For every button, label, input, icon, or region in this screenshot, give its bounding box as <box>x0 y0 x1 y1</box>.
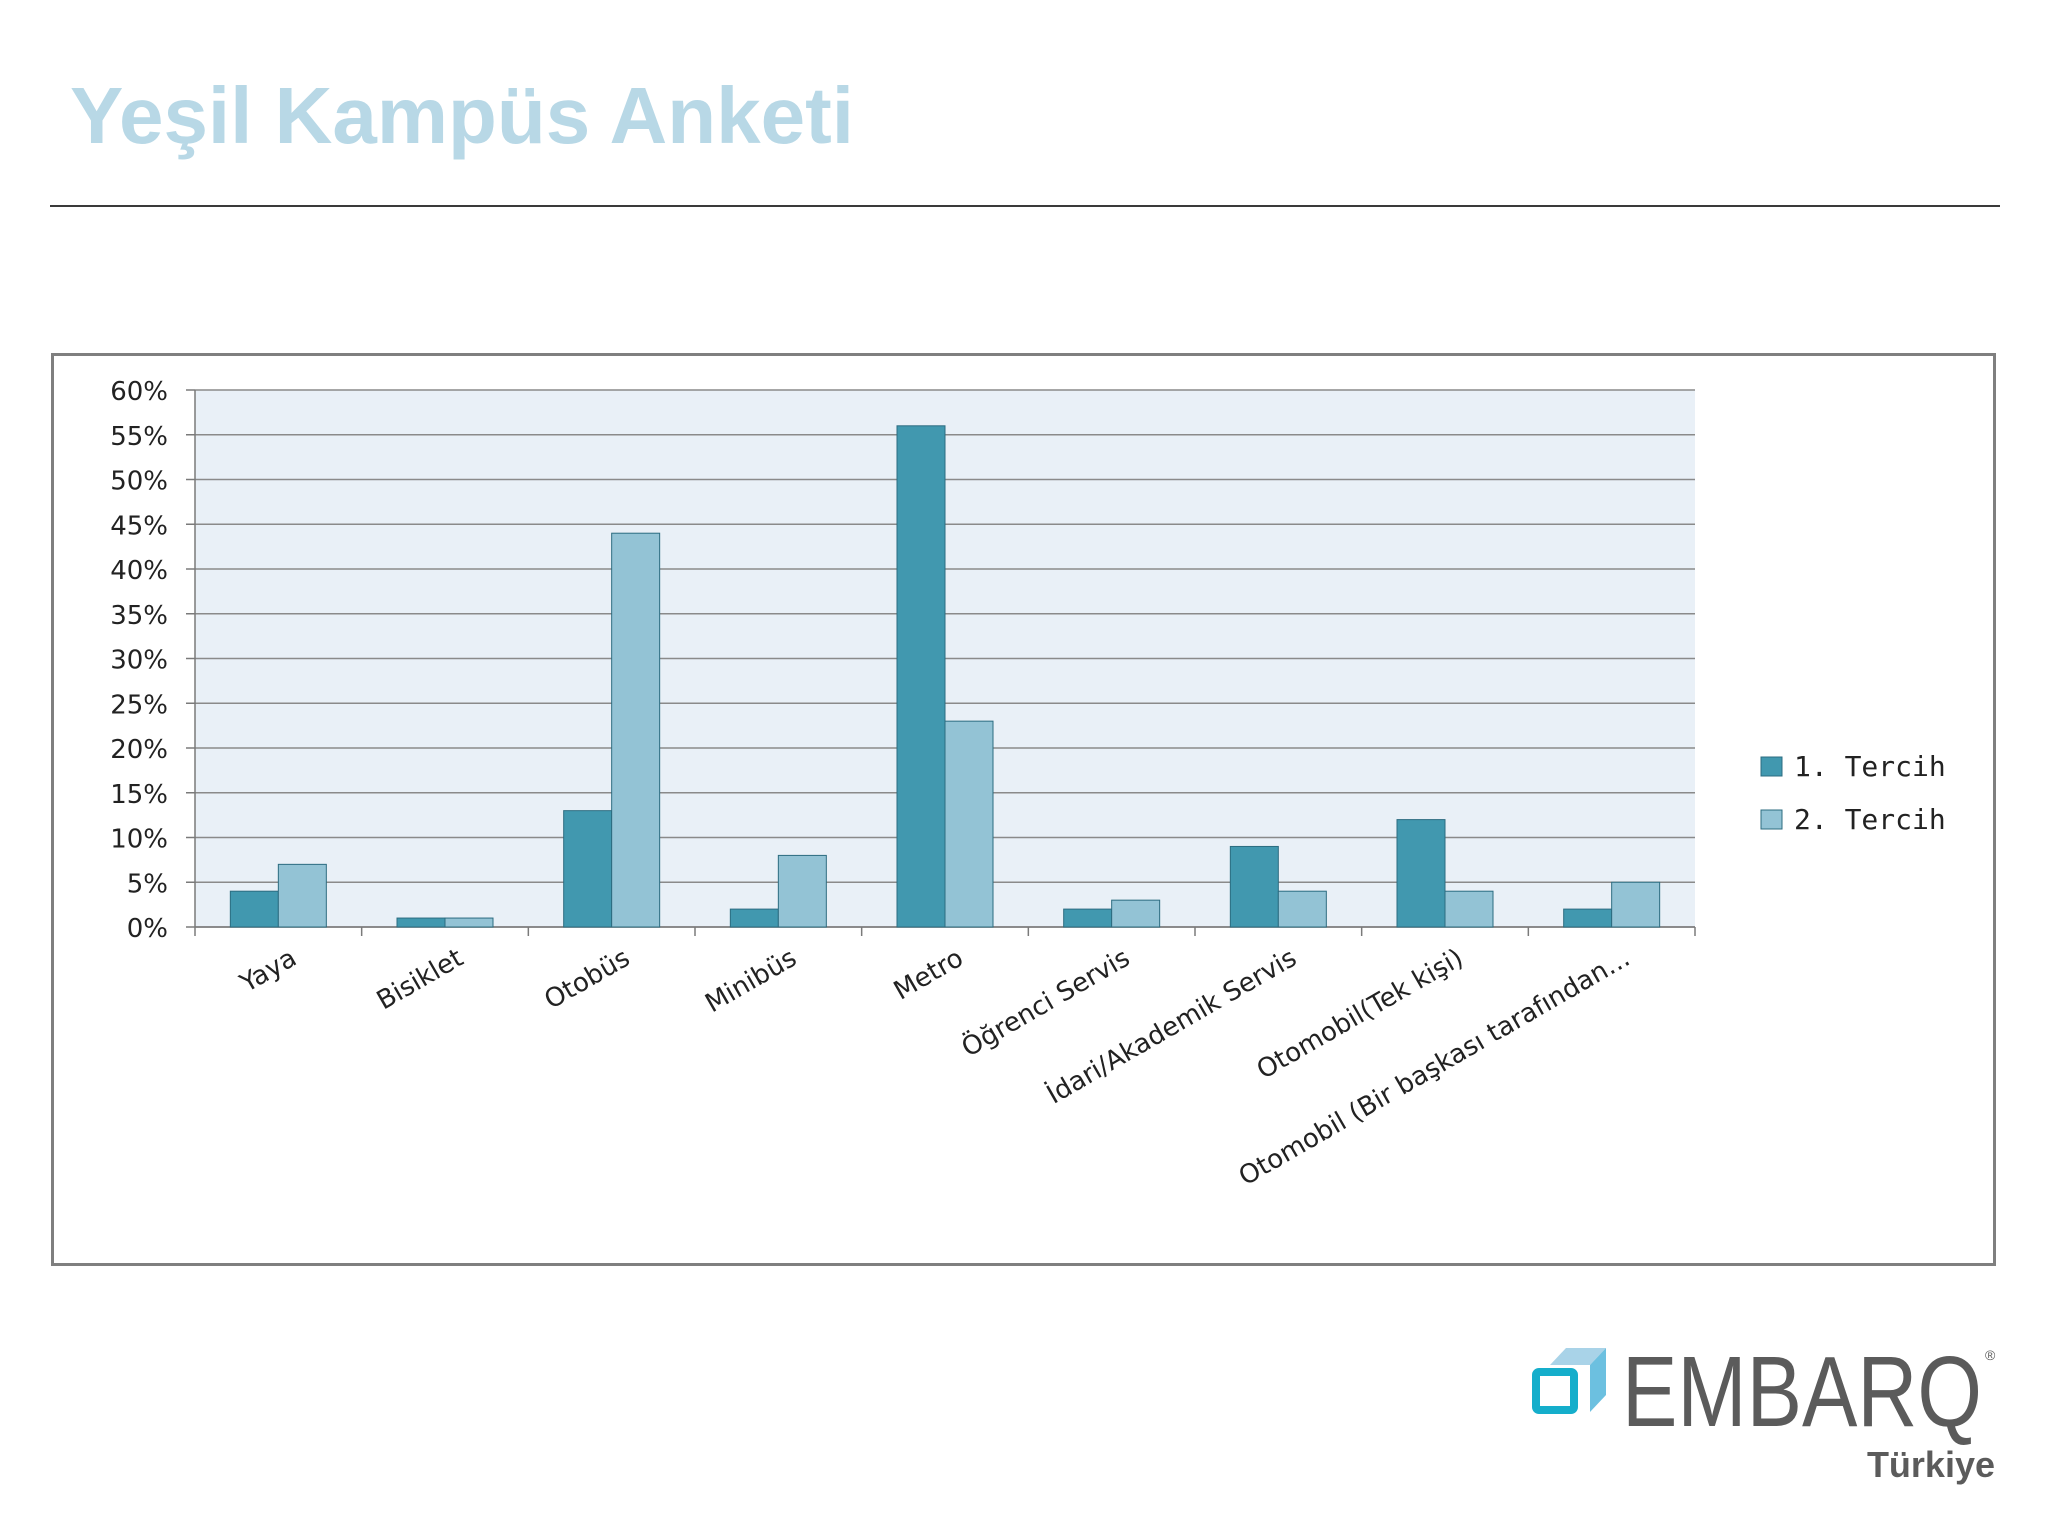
bar-2-tercih <box>444 917 494 928</box>
bar-2-tercih <box>611 532 661 928</box>
y-tick-label: 25% <box>110 690 168 720</box>
bar-2-tercih <box>1111 899 1161 928</box>
bar-1-tercih <box>563 810 613 928</box>
bar-1-tercih <box>1563 908 1613 928</box>
embarq-cube-icon <box>1532 1348 1606 1414</box>
y-tick-label: 10% <box>110 825 168 855</box>
y-tick-label: 35% <box>110 601 168 631</box>
y-tick-label: 5% <box>127 869 168 899</box>
bar-1-tercih <box>729 908 779 928</box>
y-tick-label: 45% <box>110 511 168 541</box>
bar-1-tercih <box>1396 819 1446 928</box>
bar-1-tercih <box>896 425 946 928</box>
x-category-label: Otobüs <box>540 943 636 1016</box>
y-tick-label: 50% <box>110 467 168 497</box>
x-category-label: Yaya <box>234 943 301 999</box>
logo-brand: EMBARQ <box>1622 1340 1982 1448</box>
x-category-label: Bisiklet <box>372 943 469 1016</box>
legend-label: 2. Tercih <box>1794 803 1946 836</box>
y-tick-label: 40% <box>110 556 168 586</box>
bar-1-tercih <box>1229 845 1279 928</box>
legend-label: 1. Tercih <box>1794 750 1946 783</box>
bar-2-tercih <box>1444 890 1494 928</box>
y-tick-label: 15% <box>110 780 168 810</box>
bar-2-tercih <box>777 854 827 928</box>
title-divider <box>50 205 2000 207</box>
logo-subtitle: Türkiye <box>1867 1444 1995 1485</box>
y-tick-label: 0% <box>127 914 168 944</box>
bar-1-tercih <box>396 917 446 928</box>
y-tick-label: 20% <box>110 735 168 765</box>
y-tick-label: 60% <box>110 377 168 407</box>
bar-2-tercih <box>1277 890 1327 928</box>
bar-1-tercih <box>229 890 279 928</box>
y-tick-label: 30% <box>110 646 168 676</box>
x-category-label: Metro <box>889 943 969 1006</box>
bar-chart: 0% 5% 10% 15% 20% 25% 30% 35% 40% 45% 50% 55% 60% Yay… <box>110 377 1946 1192</box>
chart-frame: 0% 5% 10% 15% 20% 25% 30% 35% 40% 45% 50% 55% 60% Yay… <box>51 353 1996 1266</box>
logo-registered-mark: ® <box>1985 1347 1996 1363</box>
bar-2-tercih <box>1611 881 1661 928</box>
bar-2-tercih <box>944 720 994 928</box>
bar-2-tercih <box>277 863 327 928</box>
x-category-label: Minibüs <box>700 943 802 1019</box>
y-tick-label: 55% <box>110 422 168 452</box>
slide-title: Yeşil Kampüs Anketi <box>70 71 854 160</box>
legend-swatch <box>1760 809 1783 830</box>
bar-1-tercih <box>1063 908 1113 928</box>
embarq-logo: EMBARQ ® Türkiye <box>1532 1340 1996 1485</box>
legend-swatch <box>1760 756 1783 777</box>
